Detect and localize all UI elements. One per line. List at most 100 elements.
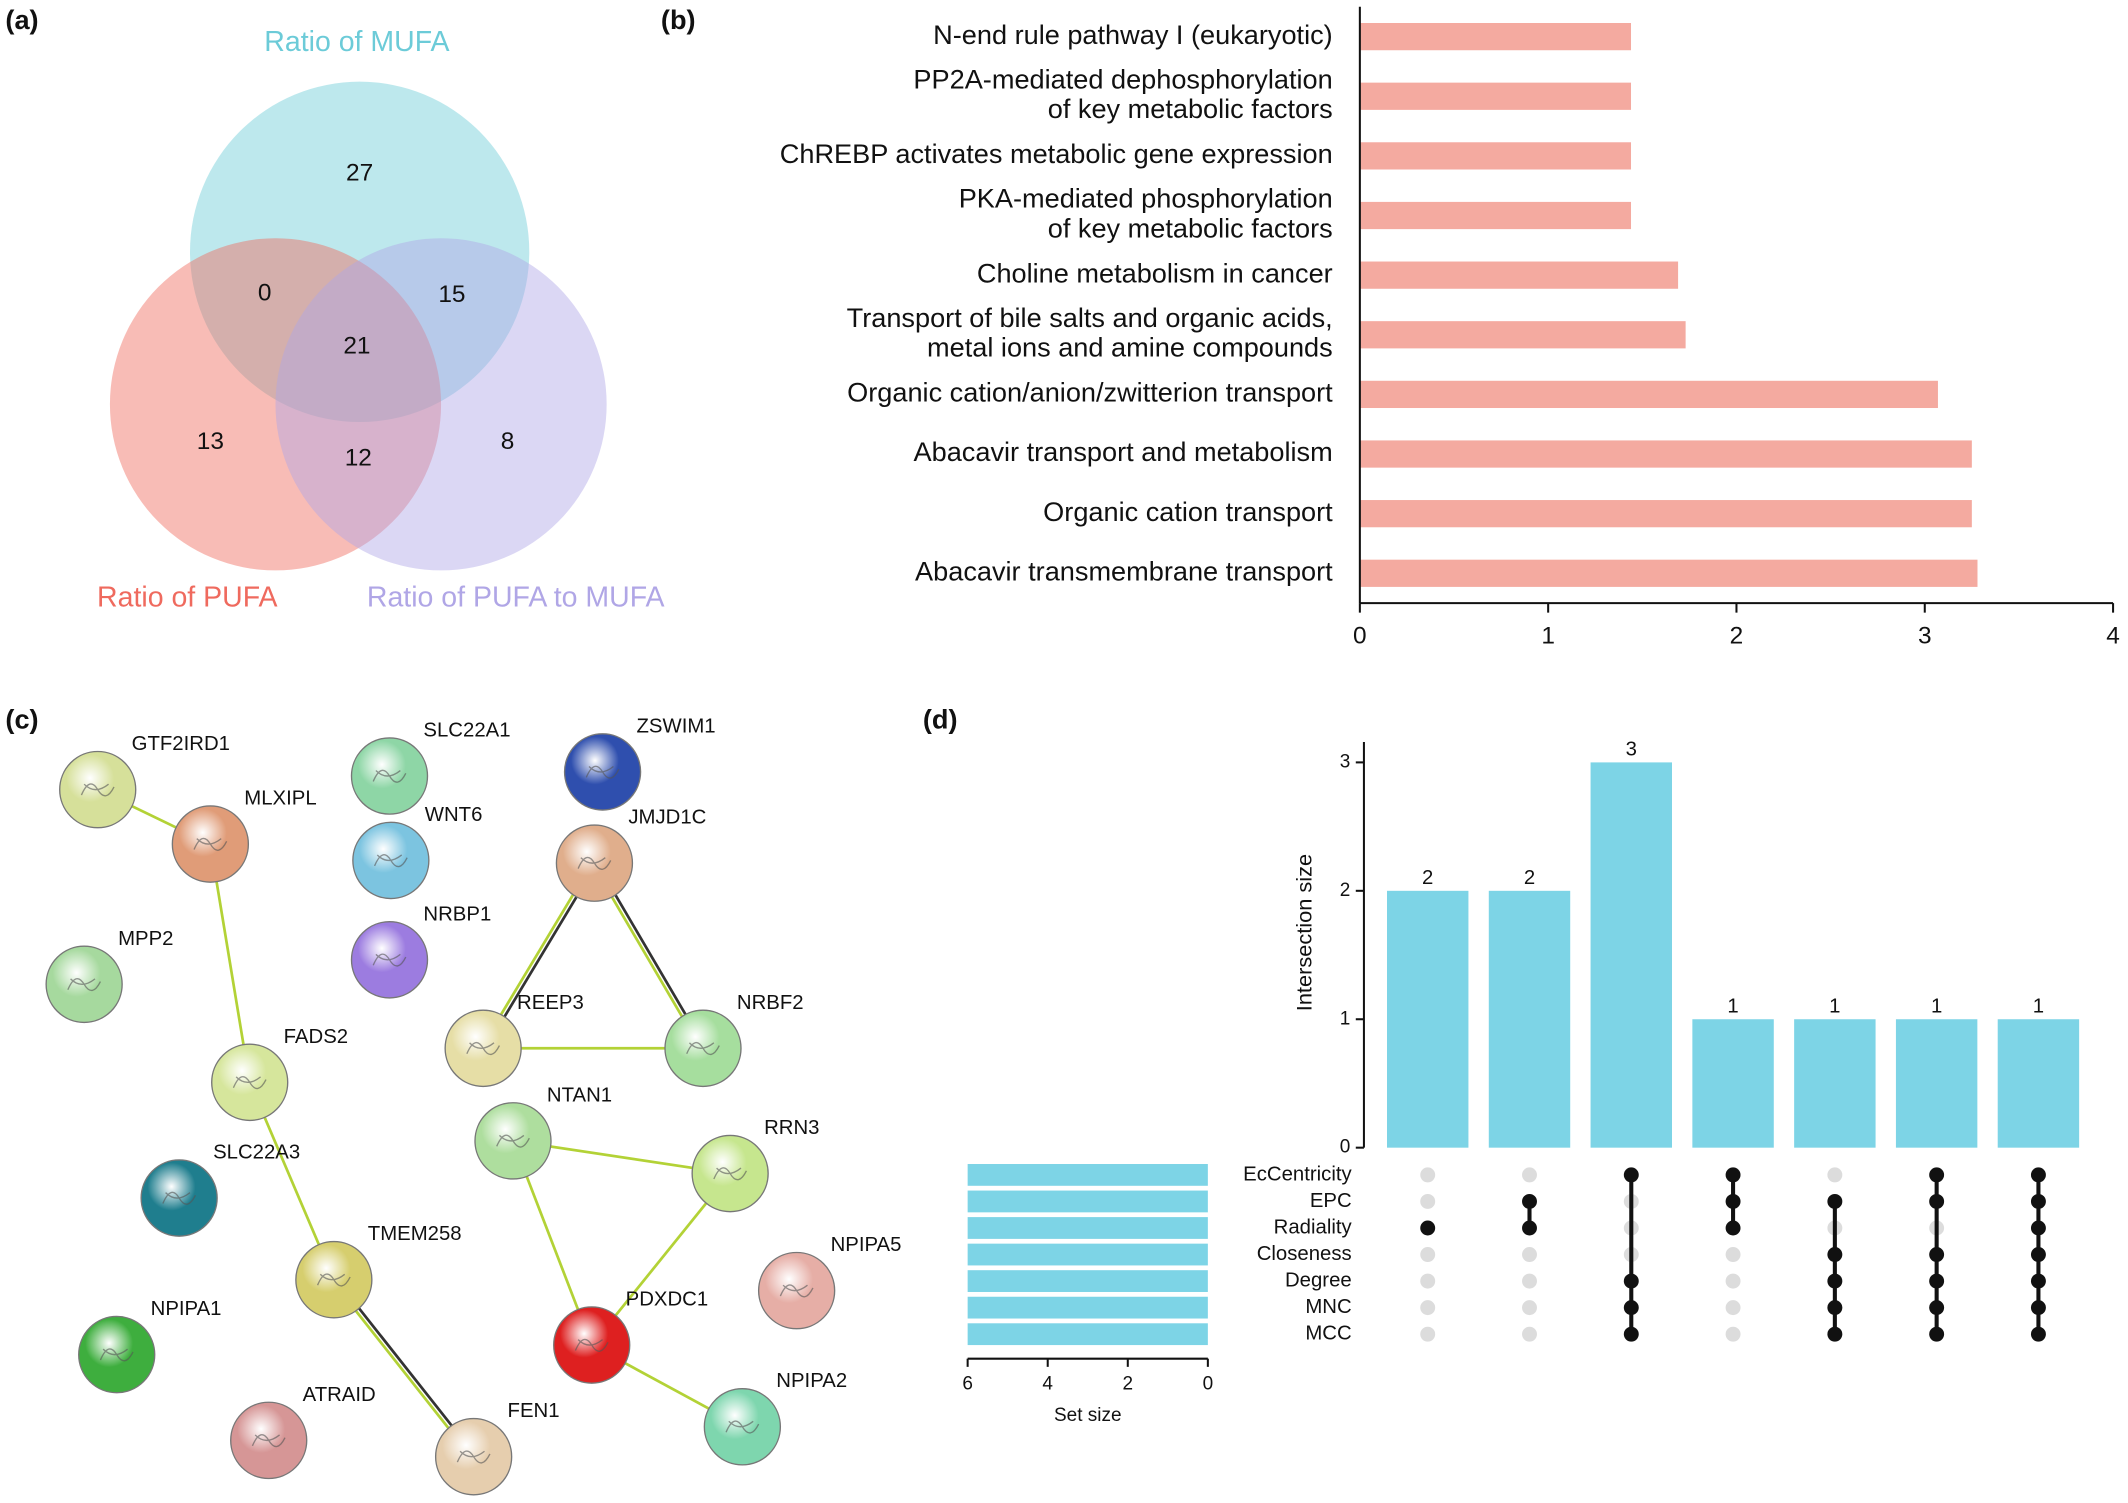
category-label: PP2A-mediated dephosphorylation of key me… xyxy=(913,63,1332,124)
x-tick-label: 1 xyxy=(1541,623,1555,650)
matrix-dot xyxy=(1725,1193,1741,1209)
matrix-dot-empty xyxy=(1725,1300,1741,1316)
bar xyxy=(1359,321,1686,349)
bar xyxy=(1794,1019,1876,1148)
matrix-dot-empty xyxy=(1725,1326,1741,1342)
category-label: Organic cation transport xyxy=(1043,496,1333,527)
venn-set-label: Ratio of PUFA to MUFA xyxy=(367,582,665,614)
node-structure xyxy=(585,765,620,779)
x-tick-label: 3 xyxy=(1918,623,1932,650)
matrix-dot xyxy=(1623,1273,1639,1289)
bar xyxy=(1359,500,1972,528)
matrix-dot xyxy=(1725,1167,1741,1183)
y-tick-label: 0 xyxy=(1340,1137,1351,1158)
venn-count: 8 xyxy=(501,428,515,455)
set-label: Closeness xyxy=(1257,1243,1352,1265)
set-label: EcCentricity xyxy=(1243,1163,1352,1185)
matrix-dot-empty xyxy=(1522,1326,1537,1342)
set-label: MCC xyxy=(1305,1323,1351,1345)
node-label: GTF2IRD1 xyxy=(132,733,230,755)
set-size-tick-label: 0 xyxy=(1203,1374,1214,1395)
node-structure xyxy=(713,1167,748,1181)
bar xyxy=(1692,1019,1774,1148)
venn-set xyxy=(109,238,442,571)
bar xyxy=(1359,440,1972,468)
bar xyxy=(1359,23,1632,51)
node-structure xyxy=(456,1450,491,1464)
venn-count: 0 xyxy=(258,280,272,307)
node-structure xyxy=(496,1134,530,1148)
y-axis-label: Intersection size xyxy=(1291,854,1316,1011)
bar xyxy=(1359,201,1632,230)
node-label: NPIPA2 xyxy=(776,1370,847,1392)
set-size-tick-label: 2 xyxy=(1123,1374,1134,1395)
matrix-dot xyxy=(1420,1220,1436,1236)
venn-count: 12 xyxy=(345,444,372,471)
matrix-dot xyxy=(1827,1273,1843,1289)
category-label: PKA-mediated phosphorylation of key metab… xyxy=(959,183,1333,244)
set-size-tick-label: 6 xyxy=(962,1374,973,1395)
node-label: ZSWIM1 xyxy=(637,715,716,737)
node-label: NPIPA1 xyxy=(151,1298,222,1320)
matrix-dot xyxy=(1929,1167,1945,1183)
node-label: NRBP1 xyxy=(423,903,491,925)
matrix-dot-empty xyxy=(1420,1300,1436,1316)
category-label: Abacavir transport and metabolism xyxy=(914,436,1333,467)
matrix-dot xyxy=(1623,1300,1639,1316)
x-tick-label: 4 xyxy=(2106,623,2120,650)
matrix-dot xyxy=(1522,1220,1537,1236)
node-label: FADS2 xyxy=(284,1026,348,1048)
node-label: NTAN1 xyxy=(547,1084,612,1106)
matrix-dot xyxy=(1929,1326,1945,1342)
node-label: REEP3 xyxy=(517,992,584,1014)
node-label: ATRAID xyxy=(303,1384,376,1406)
bar xyxy=(1359,82,1632,110)
node-structure xyxy=(232,1076,267,1090)
bar xyxy=(1359,380,1938,409)
node-structure xyxy=(577,856,612,870)
bar xyxy=(1359,142,1632,170)
set-size-bar xyxy=(967,1190,1208,1213)
venn-count: 13 xyxy=(197,428,224,455)
node-label: SLC22A3 xyxy=(213,1141,300,1163)
node-label: NPIPA5 xyxy=(831,1234,902,1256)
set-size-bar xyxy=(967,1243,1208,1266)
matrix-dot xyxy=(1929,1300,1945,1316)
node-structure xyxy=(372,769,407,783)
category-label: Choline metabolism in cancer xyxy=(977,257,1333,288)
venn-set-label: Ratio of PUFA xyxy=(97,582,277,614)
matrix-dot xyxy=(2030,1247,2046,1263)
set-size-tick-label: 4 xyxy=(1042,1374,1053,1395)
matrix-dot-empty xyxy=(1522,1300,1537,1316)
venn-set-label: Ratio of MUFA xyxy=(264,26,449,58)
venn-set xyxy=(190,81,530,423)
y-tick-label: 1 xyxy=(1340,1008,1351,1029)
bar-label: 2 xyxy=(1422,867,1433,889)
node-structure xyxy=(574,1338,609,1352)
matrix-dot xyxy=(1623,1167,1639,1183)
node-label: JMJD1C xyxy=(628,807,706,829)
set-label: Degree xyxy=(1285,1269,1352,1291)
node-structure xyxy=(67,978,102,992)
node-structure xyxy=(372,953,407,967)
matrix-dot-empty xyxy=(1827,1167,1843,1183)
matrix-dot xyxy=(1827,1300,1843,1316)
set-size-bar xyxy=(967,1217,1208,1239)
node-structure xyxy=(251,1434,286,1448)
bar-label: 3 xyxy=(1626,739,1637,761)
bar xyxy=(1359,559,1978,587)
matrix-dot-empty xyxy=(1522,1247,1537,1263)
venn-set xyxy=(275,238,607,571)
matrix-dot xyxy=(1929,1247,1945,1263)
matrix-dot xyxy=(1929,1193,1945,1209)
bar xyxy=(1488,890,1571,1148)
node-structure xyxy=(466,1041,501,1056)
node-structure xyxy=(725,1420,760,1434)
matrix-dot xyxy=(1827,1247,1843,1263)
node-label: RRN3 xyxy=(764,1117,819,1139)
set-size-bar xyxy=(967,1164,1208,1186)
set-size-bar xyxy=(967,1296,1208,1319)
category-label: ChREBP activates metabolic gene expressi… xyxy=(780,138,1333,169)
node-structure xyxy=(373,854,408,868)
x-tick-label: 0 xyxy=(1353,623,1367,650)
